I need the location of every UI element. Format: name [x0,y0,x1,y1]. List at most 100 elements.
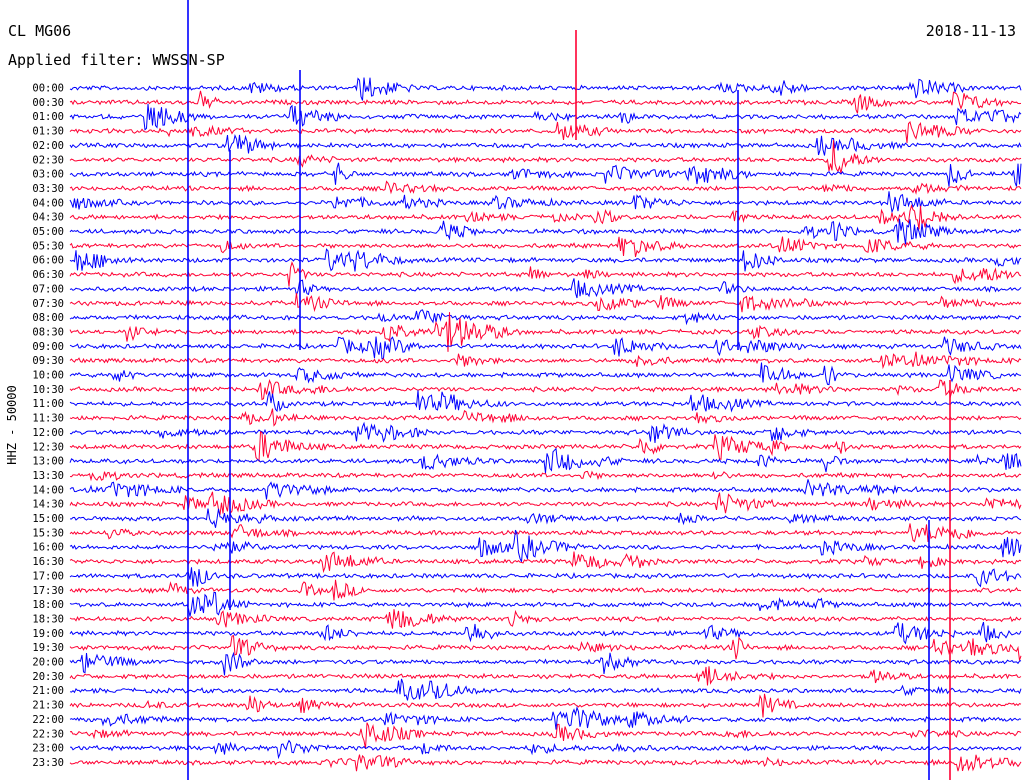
filter-subtitle: Applied filter: WWSSN-SP [8,51,225,69]
row-label: 17:00 [32,570,64,582]
row-label: 02:30 [32,154,64,166]
trace-row [69,635,1022,661]
trace-row [69,508,1022,528]
trace-row [69,309,1022,326]
trace-row [69,236,1022,258]
row-label: 00:30 [32,97,64,109]
trace-row [69,362,1022,386]
row-label: 10:00 [32,370,64,382]
row-label: 20:30 [32,671,64,683]
row-label: 14:00 [32,484,64,496]
row-label: 23:30 [32,757,64,769]
trace-row [69,551,1022,574]
row-label: 07:30 [32,298,64,310]
row-label: 00:00 [32,83,64,95]
trace-row [69,523,1022,543]
row-label: 15:00 [32,513,64,525]
row-label: 07:00 [32,283,64,295]
trace-row [69,390,1022,413]
row-label: 17:30 [32,585,64,597]
row-label: 16:00 [32,542,64,554]
trace-row [69,204,1022,230]
row-label: 18:30 [32,613,64,625]
row-label: 12:30 [32,441,64,453]
trace-row [69,567,1022,588]
trace-row [69,218,1022,245]
row-label: 06:00 [32,255,64,267]
row-label: 08:00 [32,312,64,324]
trace-row [69,430,1022,463]
trace-row [69,479,1022,500]
trace-row [69,754,1022,772]
trace-row [69,140,1022,174]
row-label: 14:30 [32,499,64,511]
trace-row [69,191,1022,214]
trace-row [69,621,1022,645]
trace-row [69,739,1022,760]
trace-row [69,722,1022,749]
row-label: 04:30 [32,212,64,224]
seismic-traces [69,0,1022,780]
row-label: 22:00 [32,714,64,726]
row-label: 13:00 [32,456,64,468]
row-label: 23:00 [32,743,64,755]
trace-row [69,693,1022,718]
row-label: 12:00 [32,427,64,439]
row-label: 16:30 [32,556,64,568]
row-label: 22:30 [32,728,64,740]
row-label: 03:30 [32,183,64,195]
trace-row [69,103,1022,131]
row-label: 08:30 [32,326,64,338]
trace-row [69,261,1022,287]
trace-row [69,491,1022,515]
trace-row [69,248,1022,272]
trace-row [69,278,1022,299]
row-label: 13:30 [32,470,64,482]
trace-row [69,293,1022,313]
trace-row [69,180,1022,195]
trace-row [69,609,1022,629]
row-label: 10:30 [32,384,64,396]
trace-row [69,379,1022,401]
trace-row [69,408,1022,427]
trace-row [69,77,1022,101]
row-label: 15:30 [32,527,64,539]
trace-row [69,470,1022,482]
row-label: 01:30 [32,126,64,138]
row-label: 03:00 [32,169,64,181]
trace-row [69,134,1022,156]
trace-row [69,120,1022,143]
trace-row [69,579,1022,601]
trace-row [69,162,1022,187]
trace-row [69,90,1022,114]
trace-row [69,447,1022,474]
row-label: 19:30 [32,642,64,654]
station-title: CL MG06 [8,22,72,40]
row-tick-labels: 00:00 00:30 01:00 01:30 02:00 02:30 03:00 03:30… [32,83,64,769]
date-label: 2018-11-13 [925,22,1016,40]
row-label: 19:00 [32,628,64,640]
row-label: 21:00 [32,685,64,697]
row-label: 05:00 [32,226,64,238]
trace-row [69,529,1022,563]
trace-row [69,651,1022,676]
row-label: 09:30 [32,355,64,367]
row-label: 05:30 [32,240,64,252]
trace-row [69,705,1022,730]
trace-row [69,336,1022,360]
row-label: 11:30 [32,413,64,425]
row-label: 21:30 [32,700,64,712]
row-label: 02:00 [32,140,64,152]
trace-row [69,421,1022,443]
trace-row [69,351,1022,370]
row-label: 06:30 [32,269,64,281]
trace-row [69,678,1022,701]
trace-row [69,666,1022,686]
row-label: 09:00 [32,341,64,353]
row-label: 20:00 [32,657,64,669]
row-label: 04:00 [32,197,64,209]
trace-row [69,312,1022,352]
trace-row [69,591,1022,617]
row-label: 11:00 [32,398,64,410]
